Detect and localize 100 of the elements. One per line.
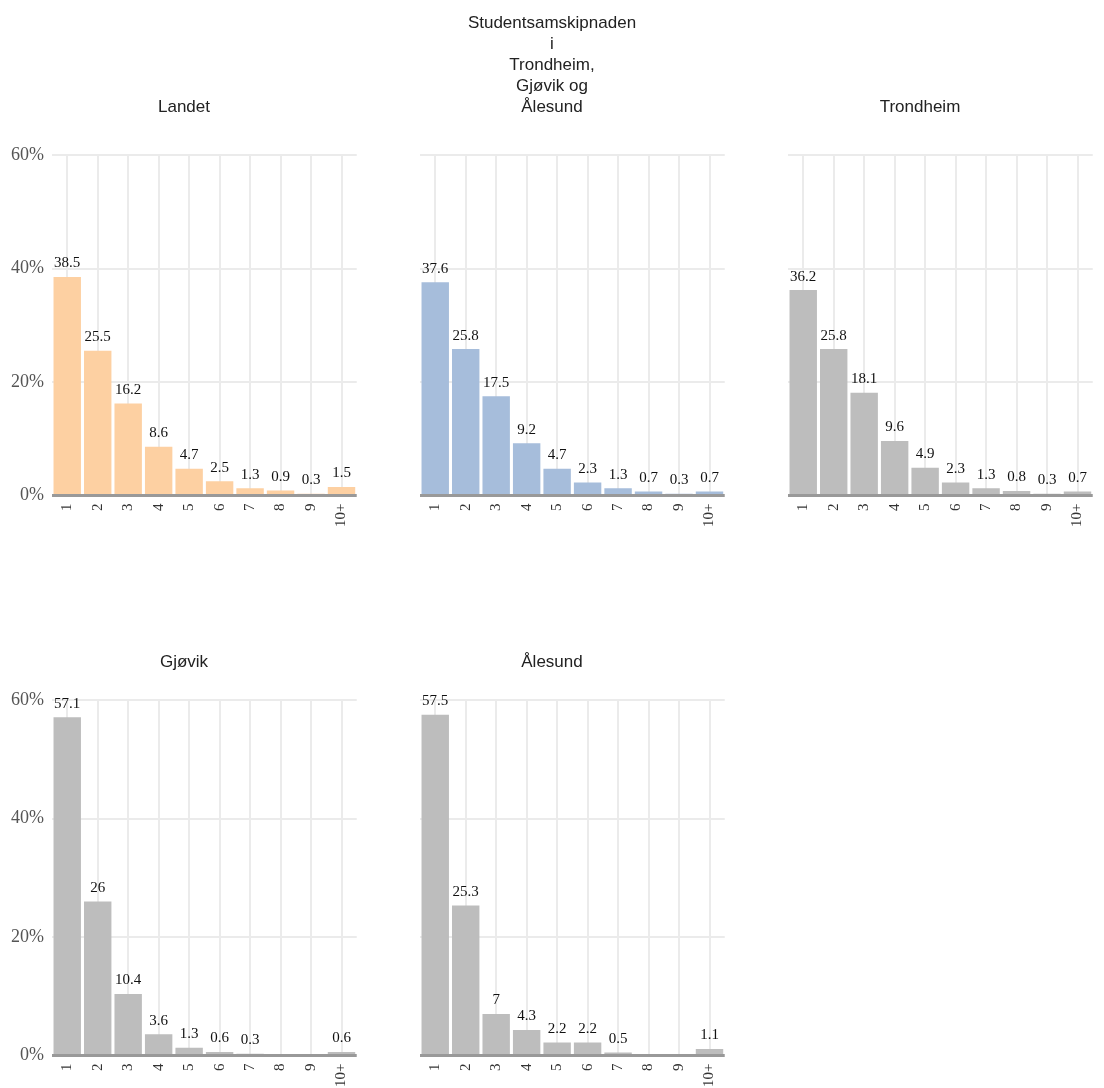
bar bbox=[327, 1051, 356, 1055]
data-label: 57.5 bbox=[422, 692, 449, 709]
bar bbox=[512, 443, 541, 495]
data-label: 25.8 bbox=[452, 326, 479, 343]
bar bbox=[144, 446, 173, 495]
x-tick-label: 7 bbox=[609, 1063, 626, 1072]
x-tick-label: 4 bbox=[517, 503, 534, 512]
data-label: 0.6 bbox=[332, 1029, 352, 1046]
bar bbox=[452, 905, 480, 1055]
x-tick-label: 9 bbox=[669, 503, 686, 512]
x-tick-label: 10+ bbox=[332, 503, 349, 528]
bar bbox=[421, 714, 449, 1055]
chart-title: Ålesund bbox=[520, 651, 584, 672]
data-label: 1.3 bbox=[976, 465, 996, 482]
data-label: 4.7 bbox=[547, 446, 568, 463]
data-label: 9.2 bbox=[517, 420, 537, 437]
x-tick-label: 9 bbox=[669, 1063, 686, 1072]
bar bbox=[175, 1047, 203, 1055]
data-label: 2.2 bbox=[578, 1019, 597, 1036]
bar bbox=[972, 488, 1000, 495]
data-label: 8.6 bbox=[149, 424, 169, 441]
data-label: 0.3 bbox=[669, 471, 689, 488]
x-tick-label: 6 bbox=[578, 1063, 595, 1072]
data-label: 0.7 bbox=[639, 469, 659, 486]
x-tick-label: 6 bbox=[210, 1063, 227, 1072]
bar bbox=[695, 1049, 724, 1055]
bar bbox=[53, 277, 81, 495]
x-tick-label: 5 bbox=[180, 503, 197, 512]
bar bbox=[1002, 491, 1031, 495]
data-label: 0.6 bbox=[210, 1029, 230, 1046]
x-tick-label: 5 bbox=[548, 1063, 565, 1072]
bar bbox=[53, 717, 81, 1055]
bar bbox=[850, 392, 878, 495]
bar bbox=[236, 488, 264, 495]
bar bbox=[543, 1042, 571, 1055]
data-label: 4.7 bbox=[179, 446, 200, 463]
x-tick-label: 6 bbox=[578, 503, 595, 512]
data-label: 10.4 bbox=[115, 971, 142, 988]
x-tick-label: 7 bbox=[977, 503, 994, 512]
x-tick-label: 10+ bbox=[1068, 503, 1085, 528]
data-label: 1.3 bbox=[608, 465, 628, 482]
data-label: 25.5 bbox=[84, 328, 111, 345]
data-label: 2.3 bbox=[946, 459, 965, 476]
y-tick-label: 60% bbox=[11, 143, 44, 164]
x-tick-label: 6 bbox=[946, 503, 963, 512]
bar bbox=[205, 1051, 234, 1055]
x-tick-label: 4 bbox=[149, 1063, 166, 1072]
bar bbox=[84, 901, 112, 1055]
bar bbox=[482, 396, 510, 495]
x-tick-label: 5 bbox=[180, 1063, 197, 1072]
x-tick-label: 4 bbox=[517, 1063, 534, 1072]
bar bbox=[941, 482, 970, 495]
x-tick-label: 1 bbox=[58, 503, 75, 512]
y-tick-label: 40% bbox=[11, 807, 44, 828]
data-label: 2.3 bbox=[578, 459, 597, 476]
chart-title: Landet bbox=[157, 96, 211, 117]
bar bbox=[205, 481, 234, 495]
x-tick-label: 3 bbox=[119, 503, 136, 512]
bar bbox=[114, 993, 142, 1055]
x-tick-label: 2 bbox=[456, 1063, 473, 1072]
data-label: 25.3 bbox=[452, 883, 479, 900]
x-tick-label: 10+ bbox=[700, 1063, 717, 1088]
data-label: 2.2 bbox=[547, 1019, 567, 1036]
bar bbox=[880, 441, 909, 495]
x-tick-label: 7 bbox=[241, 503, 258, 512]
x-tick-label: 8 bbox=[271, 503, 288, 512]
x-tick-label: 9 bbox=[1037, 503, 1054, 512]
bar bbox=[421, 282, 449, 495]
x-tick-label: 5 bbox=[548, 503, 565, 512]
x-tick-label: 6 bbox=[210, 503, 227, 512]
data-label: 1.3 bbox=[179, 1025, 199, 1042]
x-tick-label: 8 bbox=[1007, 503, 1024, 512]
data-label: 16.2 bbox=[115, 381, 142, 398]
data-label: 0.3 bbox=[1037, 471, 1057, 488]
x-tick-label: 8 bbox=[639, 1063, 656, 1072]
bar bbox=[573, 482, 602, 495]
data-label: 38.5 bbox=[54, 254, 81, 271]
x-tick-label: 1 bbox=[794, 503, 811, 512]
y-tick-label: 20% bbox=[11, 370, 44, 391]
data-label: 1.1 bbox=[700, 1026, 719, 1043]
bar bbox=[512, 1030, 541, 1055]
bar bbox=[543, 468, 571, 495]
x-tick-label: 4 bbox=[149, 503, 166, 512]
y-tick-label: 40% bbox=[11, 257, 44, 278]
x-tick-label: 1 bbox=[426, 1063, 443, 1072]
data-label: 3.6 bbox=[149, 1011, 169, 1028]
bar bbox=[911, 467, 939, 495]
y-tick-label: 20% bbox=[11, 925, 44, 946]
bar bbox=[114, 403, 142, 495]
x-tick-label: 9 bbox=[301, 1063, 318, 1072]
data-label: 1.3 bbox=[240, 465, 260, 482]
y-tick-label: 0% bbox=[20, 1044, 44, 1065]
data-label: 17.5 bbox=[483, 373, 510, 390]
bar bbox=[482, 1014, 510, 1055]
data-label: 57.1 bbox=[54, 694, 81, 711]
x-tick-label: 5 bbox=[916, 503, 933, 512]
x-tick-label: 10+ bbox=[332, 1063, 349, 1088]
x-tick-label: 7 bbox=[609, 503, 626, 512]
x-tick-label: 7 bbox=[241, 1063, 258, 1072]
data-label: 0.8 bbox=[1007, 468, 1026, 485]
